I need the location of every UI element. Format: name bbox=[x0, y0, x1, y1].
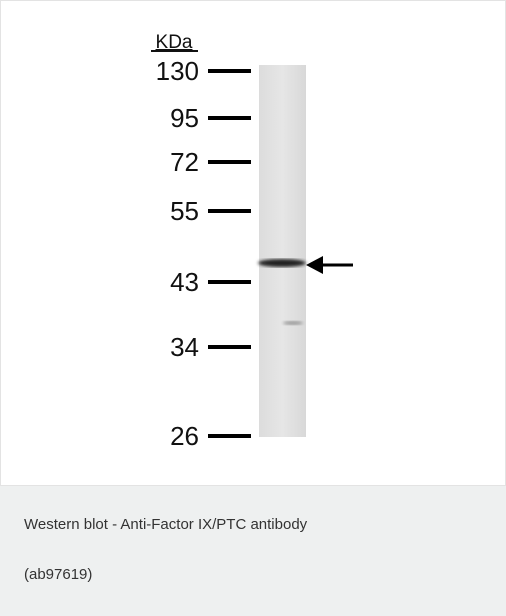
blot-figure: KDa 130 95 72 55 43 34 26 bbox=[151, 32, 353, 451]
figure-panel: KDa 130 95 72 55 43 34 26 bbox=[0, 0, 506, 486]
arrow-head bbox=[306, 256, 323, 274]
faint-band bbox=[283, 321, 303, 325]
blot-lane bbox=[259, 65, 306, 437]
marker-label: 26 bbox=[170, 421, 199, 451]
marker-label: 72 bbox=[170, 147, 199, 177]
blot-band bbox=[258, 259, 306, 267]
caption-line: Western blot - Anti-Factor IX/PTC antibo… bbox=[24, 516, 308, 533]
marker-label: 43 bbox=[170, 267, 199, 297]
marker-label: 55 bbox=[170, 196, 199, 226]
marker-label: 130 bbox=[156, 56, 199, 86]
caption-line: (ab97619) bbox=[24, 566, 93, 583]
marker-label: 95 bbox=[170, 103, 199, 133]
caption-area: Western blot - Anti-Factor IX/PTC antibo… bbox=[0, 486, 506, 616]
marker-label: 34 bbox=[170, 332, 199, 362]
unit-label: KDa bbox=[156, 32, 193, 53]
